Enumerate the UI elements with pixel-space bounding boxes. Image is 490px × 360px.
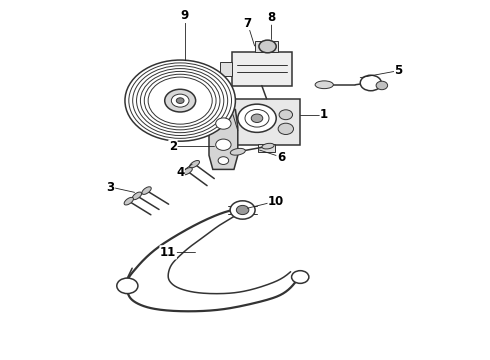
Text: 3: 3 [106, 181, 115, 194]
Circle shape [133, 66, 228, 135]
Circle shape [216, 118, 231, 129]
Circle shape [172, 94, 189, 107]
Ellipse shape [315, 81, 333, 89]
Circle shape [238, 104, 276, 132]
Ellipse shape [262, 143, 274, 149]
Circle shape [144, 74, 216, 127]
Ellipse shape [124, 197, 133, 205]
Bar [232, 52, 292, 86]
Bar [255, 41, 278, 52]
Circle shape [137, 68, 224, 133]
Ellipse shape [142, 187, 151, 194]
Text: 2: 2 [169, 140, 177, 153]
Ellipse shape [230, 148, 245, 155]
Circle shape [230, 201, 255, 219]
Circle shape [165, 89, 196, 112]
Text: 4: 4 [176, 166, 184, 179]
Text: 9: 9 [181, 9, 189, 22]
Text: 1: 1 [320, 108, 328, 121]
Circle shape [292, 271, 309, 283]
Circle shape [117, 278, 138, 294]
Bar [233, 99, 300, 145]
Circle shape [279, 110, 293, 120]
Circle shape [216, 139, 231, 150]
Ellipse shape [182, 167, 192, 175]
Circle shape [278, 123, 294, 135]
Text: 10: 10 [268, 195, 284, 208]
Circle shape [129, 63, 232, 138]
Circle shape [236, 206, 249, 215]
Circle shape [148, 77, 212, 124]
Text: 8: 8 [267, 11, 275, 24]
Bar [258, 144, 275, 152]
Bar [220, 62, 232, 76]
Ellipse shape [190, 161, 199, 168]
Text: 7: 7 [244, 17, 251, 30]
Circle shape [259, 40, 276, 53]
Text: 5: 5 [394, 64, 403, 77]
Text: 11: 11 [160, 246, 176, 259]
Circle shape [125, 60, 235, 141]
Circle shape [360, 75, 381, 91]
Circle shape [245, 109, 269, 127]
Text: 6: 6 [277, 150, 285, 163]
Polygon shape [209, 109, 238, 170]
Circle shape [218, 157, 229, 165]
Circle shape [251, 114, 263, 122]
Circle shape [141, 71, 220, 130]
Circle shape [376, 81, 388, 90]
Circle shape [176, 98, 184, 103]
Ellipse shape [132, 192, 142, 200]
